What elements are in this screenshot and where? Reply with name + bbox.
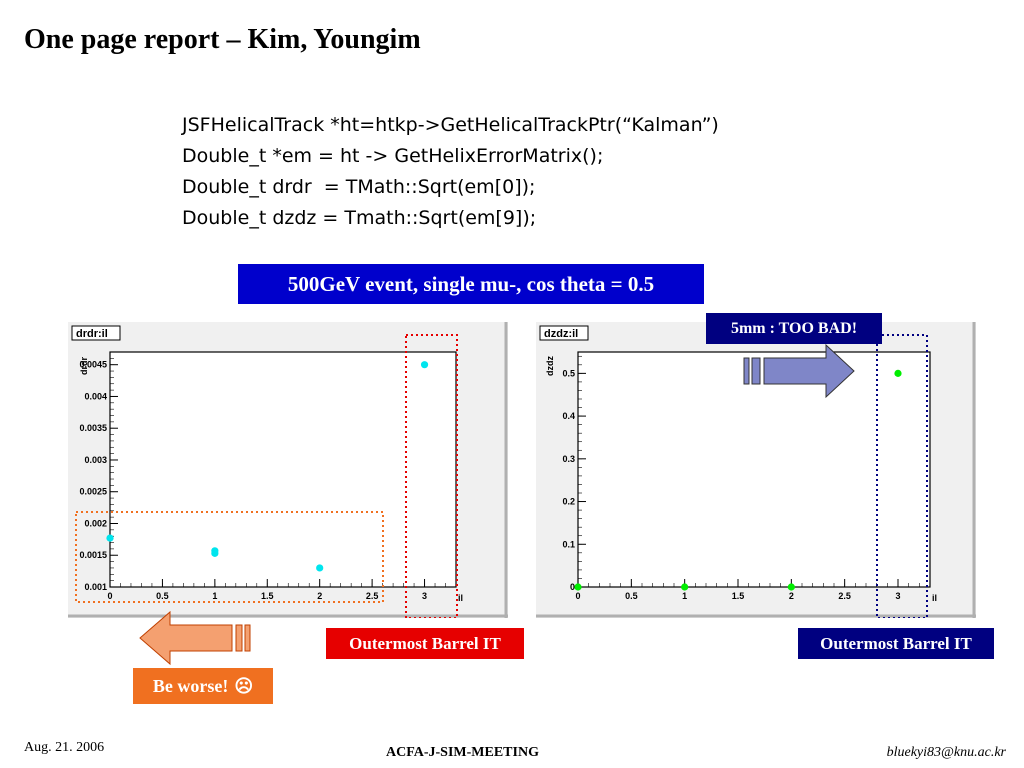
code-line: Double_t drdr = TMath::Sqrt(em[0]); — [182, 176, 536, 198]
footer-date: Aug. 21. 2006 — [24, 740, 105, 755]
x-tick-label: 2 — [317, 591, 322, 601]
plot-frame — [109, 351, 457, 588]
y-tick-label: 0.0025 — [79, 487, 107, 497]
be-worse-label: Be worse! — [152, 675, 229, 696]
x-tick-label: 1.5 — [732, 591, 745, 601]
x-tick-label: 1 — [212, 591, 217, 601]
data-point — [574, 583, 582, 591]
plot-title: dzdz:il — [544, 328, 578, 340]
y-tick-label: 0.4 — [562, 411, 575, 421]
too-bad-callout: 5mm : TOO BAD! — [706, 313, 882, 344]
event-banner: 500GeV event, single mu-, cos theta = 0.… — [238, 264, 704, 304]
footer-meeting: ACFA-J-SIM-MEETING — [386, 745, 539, 760]
x-tick-label: 0.5 — [625, 591, 638, 601]
dzdz-plot: dzdz:il 0 0.5 1 1.5 2 2.5 3 0 0.1 0.2 0.3 0.4 0.5 il dz… — [536, 322, 976, 618]
x-tick-label: 3 — [422, 591, 427, 601]
data-point — [787, 583, 795, 591]
plot-title-box — [71, 325, 121, 341]
y-tick-label: 0.0035 — [79, 423, 107, 433]
x-axis-label: il — [932, 593, 937, 603]
slide-title: One page report – Kim, Youngim — [24, 24, 421, 55]
y-tick-label: 0.2 — [562, 497, 575, 507]
data-point — [681, 583, 689, 591]
x-tick-label: 1.5 — [261, 591, 274, 601]
x-tick-label: 1 — [682, 591, 687, 601]
code-line: JSFHelicalTrack *ht=htkp->GetHelicalTrac… — [182, 114, 719, 136]
y-tick-label: 0.003 — [84, 455, 107, 465]
y-tick-label: 0.5 — [562, 368, 575, 378]
x-tick-label: 2 — [789, 591, 794, 601]
y-tick-label: 0.0015 — [79, 550, 107, 560]
right-arrow-icon — [743, 343, 855, 399]
plot-frame — [577, 351, 931, 588]
outermost-layer-highlight — [405, 334, 458, 618]
data-point — [894, 369, 902, 377]
outermost-barrel-right-callout: Outermost Barrel IT — [798, 628, 994, 659]
code-block: JSFHelicalTrack *ht=htkp->GetHelicalTrac… — [182, 110, 719, 234]
x-tick-label: 0.5 — [156, 591, 169, 601]
footer-email: bluekyi83@knu.ac.kr — [886, 745, 1006, 760]
x-tick-label: 0 — [575, 591, 580, 601]
plot-title-box — [539, 325, 589, 341]
y-tick-label: 0.002 — [84, 518, 107, 528]
inner-layers-highlight — [75, 511, 384, 603]
sad-face-icon: ☹ — [234, 675, 254, 696]
y-tick-label: 0.004 — [84, 391, 107, 401]
code-line: Double_t *em = ht -> GetHelixErrorMatrix… — [182, 145, 604, 167]
data-point — [106, 534, 114, 542]
x-tick-label: 0 — [107, 591, 112, 601]
data-point — [316, 564, 324, 572]
y-axis-label: dzdz — [545, 356, 555, 376]
y-tick-label: 0.001 — [84, 582, 107, 592]
outermost-barrel-left-callout: Outermost Barrel IT — [326, 628, 524, 659]
x-tick-label: 3 — [895, 591, 900, 601]
x-tick-label: 2.5 — [366, 591, 379, 601]
data-point — [211, 547, 219, 555]
be-worse-callout: Be worse! ☹ — [133, 668, 273, 704]
plot-title: drdr:il — [76, 328, 108, 340]
y-axis-label: drdr — [79, 357, 89, 375]
y-tick-label: 0.0045 — [79, 360, 107, 370]
outermost-layer-highlight — [876, 334, 928, 618]
y-tick-label: 0.3 — [562, 454, 575, 464]
y-tick-label: 0.1 — [562, 539, 575, 549]
code-line: Double_t dzdz = Tmath::Sqrt(em[9]); — [182, 207, 537, 229]
x-axis-label: il — [458, 593, 463, 603]
data-point — [420, 361, 429, 369]
y-tick-label: 0 — [570, 582, 575, 592]
drdr-plot: drdr:il 0 0.5 1 1.5 2 2.5 3 0.001 0.0015 0.002 0.00… — [68, 322, 508, 618]
x-tick-label: 2.5 — [838, 591, 851, 601]
left-arrow-icon — [139, 610, 251, 666]
